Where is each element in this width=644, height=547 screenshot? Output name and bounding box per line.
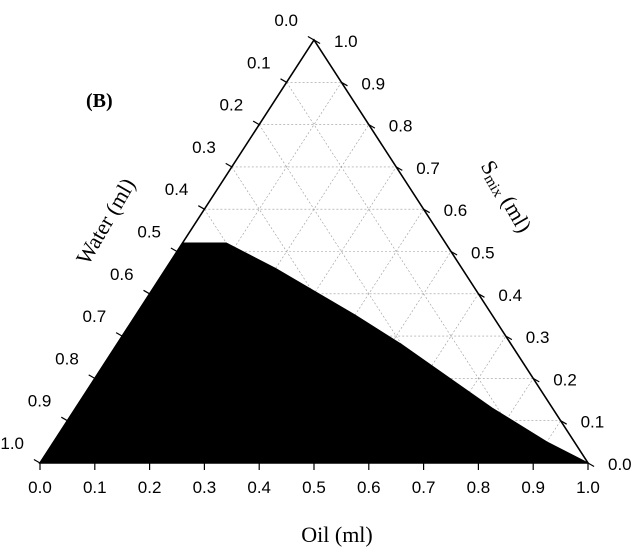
tick-label-bottom: 0.2 xyxy=(138,478,162,497)
tick-label-left: 0.1 xyxy=(247,53,271,72)
phase-region xyxy=(39,242,589,464)
tick-label-right: 0.4 xyxy=(498,286,522,305)
tick-label-bottom: 0.5 xyxy=(302,478,326,497)
tick-label-right: 0.2 xyxy=(553,370,577,389)
tick-label-left: 0.4 xyxy=(165,180,189,199)
tick-label-bottom: 0.1 xyxy=(83,478,107,497)
tick-label-left: 1.0 xyxy=(0,434,24,453)
tick-labels: 0.0 0.0 0.0 0.1 0.1 0.1 0.2 0.2 0.2 0.3 0.3 0.3 0.4 0… xyxy=(0,11,631,497)
tick-left xyxy=(225,162,233,168)
tick-label-bottom: 0.7 xyxy=(412,478,436,497)
tick-marks xyxy=(33,35,595,470)
tick-left xyxy=(198,205,205,210)
tick-label-bottom: 0.3 xyxy=(193,478,217,497)
tick-label-right: 1.0 xyxy=(334,32,358,51)
tick-label-left: 0.9 xyxy=(28,392,52,411)
tick-left xyxy=(280,78,287,83)
tick-left xyxy=(252,120,260,126)
tick-right xyxy=(560,420,567,425)
tick-right xyxy=(313,39,321,45)
tick-label-right: 0.0 xyxy=(608,455,632,474)
tick-label-left: 0.6 xyxy=(110,265,134,284)
tick-right xyxy=(505,335,513,341)
tick-right xyxy=(368,124,376,129)
tick-label-right: 0.1 xyxy=(581,413,605,432)
tick-right xyxy=(532,377,540,383)
right-axis-title: Smix (ml) xyxy=(474,156,537,238)
tick-label-right: 0.7 xyxy=(416,159,440,178)
tick-label-left: 0.5 xyxy=(137,223,161,242)
tick-right xyxy=(423,208,430,214)
tick-label-right: 0.9 xyxy=(361,74,385,93)
panel-label: (B) xyxy=(86,90,113,112)
tick-left xyxy=(307,35,315,41)
tick-right xyxy=(450,250,458,256)
tick-left xyxy=(61,416,68,422)
grid-line-water xyxy=(286,82,534,464)
tick-left xyxy=(143,289,150,295)
bottom-axis-title: Oil (ml) xyxy=(301,522,373,547)
tick-label-right: 0.5 xyxy=(471,244,495,263)
tick-left xyxy=(88,374,96,379)
tick-label-left: 0.2 xyxy=(220,96,244,115)
tick-right xyxy=(395,166,403,171)
tick-left xyxy=(33,458,41,464)
tick-label-right: 0.8 xyxy=(389,117,413,136)
tick-label-bottom: 0.0 xyxy=(28,478,52,497)
tick-label-right: 0.6 xyxy=(444,201,468,220)
tick-left xyxy=(170,247,178,253)
tick-right xyxy=(587,462,595,468)
left-axis-title: Water (ml) xyxy=(71,174,140,269)
tick-label-bottom: 0.9 xyxy=(521,478,545,497)
region-layer xyxy=(39,242,589,464)
tick-label-left: 0.8 xyxy=(55,349,79,368)
tick-label-left: 0.0 xyxy=(274,11,298,30)
tick-right xyxy=(478,293,485,298)
tick-label-bottom: 0.8 xyxy=(467,478,491,497)
tick-label-bottom: 0.4 xyxy=(247,478,271,497)
tick-label-left: 0.7 xyxy=(83,307,107,326)
tick-left xyxy=(115,332,123,337)
tick-label-bottom: 0.6 xyxy=(357,478,381,497)
tick-label-left: 0.3 xyxy=(192,138,216,157)
grid-line-oil xyxy=(94,82,342,464)
tick-label-bottom: 1.0 xyxy=(576,478,600,497)
tick-right xyxy=(341,81,348,87)
tick-label-right: 0.3 xyxy=(526,328,550,347)
